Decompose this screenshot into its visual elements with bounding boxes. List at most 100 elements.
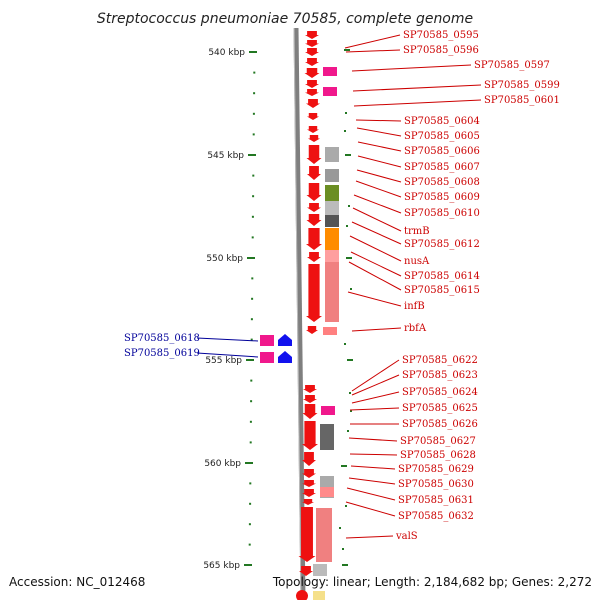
forward-gene-arrow bbox=[305, 89, 319, 96]
feature-block bbox=[325, 250, 339, 262]
gene-label[interactable]: nusA bbox=[404, 256, 430, 267]
feature-block bbox=[320, 424, 334, 450]
feature-blocks bbox=[260, 67, 339, 600]
gene-label[interactable]: infB bbox=[404, 301, 425, 312]
gene-label[interactable]: SP70585_0625 bbox=[402, 403, 478, 414]
gene-label[interactable]: valS bbox=[395, 531, 418, 542]
forward-gene-arrow bbox=[302, 469, 316, 478]
ruler-minor-tick bbox=[251, 215, 254, 218]
gene-label[interactable]: SP70585_0626 bbox=[402, 419, 478, 430]
gene-label[interactable]: SP70585_0605 bbox=[404, 131, 480, 142]
genome-backbone bbox=[293, 27, 306, 600]
ruler-minor-tick bbox=[250, 318, 253, 321]
gene-label[interactable]: SP70585_0622 bbox=[402, 355, 478, 366]
ruler-minor-tick bbox=[250, 338, 253, 341]
gene-label[interactable]: SP70585_0619 bbox=[124, 348, 200, 359]
reverse-feature-block bbox=[260, 352, 274, 363]
ruler-minor-tick bbox=[251, 236, 254, 239]
label-leader-line bbox=[345, 535, 394, 539]
forward-gene-arrow bbox=[299, 566, 313, 576]
ruler-minor-tick bbox=[252, 174, 255, 177]
gene-label[interactable]: SP70585_0614 bbox=[404, 271, 480, 282]
ruler-right-minor-tick bbox=[344, 343, 346, 345]
forward-gene-arrow bbox=[306, 326, 318, 334]
gene-label[interactable]: SP70585_0599 bbox=[484, 80, 560, 91]
label-leader-line bbox=[344, 34, 401, 49]
label-leader-line bbox=[356, 169, 402, 183]
gene-label[interactable]: SP70585_0610 bbox=[404, 208, 480, 219]
map-title: Streptococcus pneumoniae 70585, complete… bbox=[97, 11, 473, 27]
ruler-minor-tick bbox=[250, 379, 253, 382]
gene-label[interactable]: SP70585_0604 bbox=[404, 116, 480, 127]
forward-gene-arrow bbox=[302, 421, 318, 450]
ruler-right-minor-tick bbox=[342, 548, 344, 550]
forward-gene-arrow bbox=[306, 183, 322, 201]
reverse-gene-arrow bbox=[278, 334, 292, 346]
forward-gene-arrow bbox=[307, 203, 321, 212]
gene-label[interactable]: SP70585_0627 bbox=[400, 436, 476, 447]
gene-label[interactable]: SP70585_0628 bbox=[400, 450, 476, 461]
feature-block bbox=[325, 147, 339, 162]
gene-label[interactable]: SP70585_0606 bbox=[404, 146, 480, 157]
label-leader-line bbox=[351, 221, 402, 245]
forward-gene-arrow bbox=[306, 214, 322, 226]
gene-label[interactable]: SP70585_0596 bbox=[403, 45, 479, 56]
label-leader-line bbox=[348, 261, 402, 291]
feature-block bbox=[321, 406, 335, 415]
label-leader-line bbox=[355, 119, 402, 122]
gene-label[interactable]: SP70585_0630 bbox=[398, 479, 474, 490]
label-leader-line bbox=[355, 180, 402, 198]
label-leader-line bbox=[196, 337, 259, 342]
label-leader-line bbox=[350, 251, 402, 277]
gene-label[interactable]: SP70585_0632 bbox=[398, 511, 474, 522]
forward-gene-arrow bbox=[302, 404, 318, 419]
genome-summary-text: Topology: linear; Length: 2,184,682 bp; … bbox=[272, 575, 592, 589]
reverse-feature-block bbox=[260, 335, 274, 346]
ruler-right-minor-tick bbox=[350, 410, 352, 412]
feature-block bbox=[313, 591, 325, 600]
feature-block bbox=[323, 87, 337, 96]
gene-label[interactable]: SP70585_0624 bbox=[402, 387, 478, 398]
ruler-minor-tick bbox=[249, 502, 252, 505]
gene-label[interactable]: SP70585_0608 bbox=[404, 177, 480, 188]
gene-label[interactable]: SP70585_0612 bbox=[404, 239, 480, 250]
feature-block bbox=[325, 215, 339, 227]
gene-label[interactable]: SP70585_0597 bbox=[474, 60, 550, 71]
forward-gene-arrow bbox=[307, 166, 321, 180]
forward-gene-arrow bbox=[305, 31, 319, 39]
gene-label[interactable]: SP70585_0629 bbox=[398, 464, 474, 475]
label-leader-line bbox=[351, 64, 472, 72]
label-leader-line bbox=[352, 207, 402, 232]
gene-label[interactable]: SP70585_0618 bbox=[124, 333, 200, 344]
gene-label[interactable]: trmB bbox=[404, 226, 430, 237]
gene-label[interactable]: SP70585_0609 bbox=[404, 192, 480, 203]
ruler-right-minor-tick bbox=[345, 505, 347, 507]
label-leader-line bbox=[349, 453, 398, 456]
label-leader-line bbox=[351, 391, 400, 404]
gene-label[interactable]: SP70585_0601 bbox=[484, 95, 560, 106]
label-leader-line bbox=[345, 501, 396, 517]
feature-block bbox=[325, 201, 339, 215]
gene-label[interactable]: SP70585_0595 bbox=[403, 30, 479, 41]
label-leader-line bbox=[351, 327, 402, 332]
ruler-right-minor-tick bbox=[339, 527, 341, 529]
gene-label[interactable]: SP70585_0631 bbox=[398, 495, 474, 506]
gene-label[interactable]: SP70585_0607 bbox=[404, 162, 480, 173]
forward-gene-arrow bbox=[302, 452, 316, 466]
label-leader-line bbox=[357, 141, 402, 152]
label-leader-lines bbox=[196, 34, 482, 539]
gene-label[interactable]: SP70585_0615 bbox=[404, 285, 480, 296]
forward-gene-arrow bbox=[302, 489, 316, 497]
feature-block bbox=[320, 487, 334, 497]
label-leader-line bbox=[356, 127, 402, 137]
forward-gene-arrow bbox=[306, 264, 322, 322]
gene-label[interactable]: rbfA bbox=[404, 323, 427, 334]
forward-gene-arrow bbox=[302, 499, 314, 505]
feature-block bbox=[313, 564, 327, 576]
ruler-right-minor-tick bbox=[348, 205, 350, 207]
ruler-right-minor-tick bbox=[344, 130, 346, 132]
forward-gene-arrow bbox=[306, 145, 322, 164]
gene-label[interactable]: SP70585_0623 bbox=[402, 370, 478, 381]
ruler-right-minor-tick bbox=[347, 430, 349, 432]
